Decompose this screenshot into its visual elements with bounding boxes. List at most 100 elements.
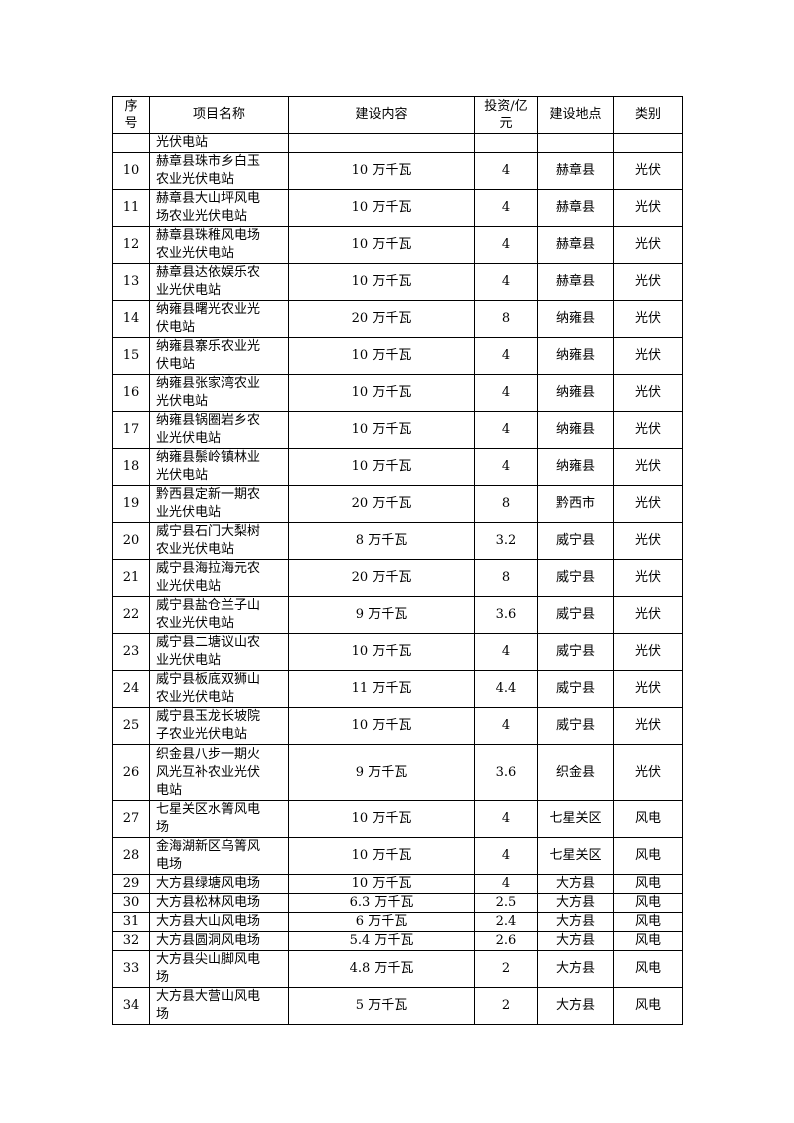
cell-name-text: 大方县松林风电场	[156, 895, 261, 910]
cell-no: 12	[112, 226, 150, 264]
table-row: 31 大方县大山风电场 6 万千瓦 2.4 大方县 风电	[112, 912, 683, 932]
cell-investment: 4	[474, 226, 538, 264]
cell-no: 15	[112, 337, 150, 375]
cell-location: 威宁县	[537, 670, 614, 708]
cell-location: 纳雍县	[537, 448, 614, 486]
cell-name: 光伏电站	[149, 133, 289, 153]
cell-location: 威宁县	[537, 559, 614, 597]
cell-no: 13	[112, 263, 150, 301]
cell-content: 10 万千瓦	[288, 411, 475, 449]
cell-type: 光伏	[613, 596, 683, 634]
cell-name-text: 威宁县石门大梨树农业光伏电站	[156, 524, 261, 557]
cell-type: 风电	[613, 874, 683, 894]
table-row: 11 赫章县大山坪风电场农业光伏电站 10 万千瓦 4 赫章县 光伏	[112, 189, 683, 227]
cell-type: 光伏	[613, 374, 683, 412]
header-no: 序号	[112, 96, 150, 134]
cell-name-text: 七星关区水箐风电场	[156, 802, 261, 835]
table-row: 23 威宁县二塘议山农业光伏电站 10 万千瓦 4 威宁县 光伏	[112, 633, 683, 671]
table-row: 15 纳雍县寨乐农业光伏电站 10 万千瓦 4 纳雍县 光伏	[112, 337, 683, 375]
cell-type: 光伏	[613, 337, 683, 375]
cell-name-text: 赫章县珠市乡白玉农业光伏电站	[156, 154, 261, 187]
cell-name-text: 纳雍县曙光农业光伏电站	[156, 302, 261, 335]
cell-name-text: 大方县大山风电场	[156, 914, 261, 929]
cell-investment: 4	[474, 874, 538, 894]
cell-content: 10 万千瓦	[288, 874, 475, 894]
cell-investment: 4	[474, 448, 538, 486]
cell-location: 大方县	[537, 950, 614, 988]
cell-content: 20 万千瓦	[288, 485, 475, 523]
cell-name: 纳雍县锅圈岩乡农业光伏电站	[149, 411, 289, 449]
cell-location: 大方县	[537, 912, 614, 932]
cell-name: 金海湖新区乌箐风电场	[149, 837, 289, 875]
cell-type: 光伏	[613, 744, 683, 801]
cell-location: 威宁县	[537, 596, 614, 634]
table-row: 30 大方县松林风电场 6.3 万千瓦 2.5 大方县 风电	[112, 893, 683, 913]
cell-content: 9 万千瓦	[288, 596, 475, 634]
cell-type: 光伏	[613, 300, 683, 338]
cell-content: 5 万千瓦	[288, 987, 475, 1025]
cell-no: 16	[112, 374, 150, 412]
table-row: 33 大方县尖山脚风电场 4.8 万千瓦 2 大方县 风电	[112, 950, 683, 988]
cell-location: 织金县	[537, 744, 614, 801]
table-row: 22 威宁县盐仓兰子山农业光伏电站 9 万千瓦 3.6 威宁县 光伏	[112, 596, 683, 634]
cell-type: 光伏	[613, 522, 683, 560]
cell-content: 5.4 万千瓦	[288, 931, 475, 951]
cell-no: 14	[112, 300, 150, 338]
cell-no: 22	[112, 596, 150, 634]
cell-content: 20 万千瓦	[288, 300, 475, 338]
cell-content: 10 万千瓦	[288, 152, 475, 190]
cell-content: 10 万千瓦	[288, 800, 475, 838]
cell-content: 10 万千瓦	[288, 226, 475, 264]
cell-name-text: 大方县尖山脚风电场	[156, 952, 261, 985]
project-table: 序号 项目名称 建设内容 投资/亿元 建设地点 类别 光伏电站 10 赫章县珠市乡…	[112, 96, 683, 1025]
cell-no: 31	[112, 912, 150, 932]
cell-location: 纳雍县	[537, 374, 614, 412]
cell-name: 织金县八步一期火风光互补农业光伏电站	[149, 744, 289, 801]
cell-name-text: 威宁县板底双狮山农业光伏电站	[156, 672, 261, 705]
cell-content: 10 万千瓦	[288, 337, 475, 375]
cell-content	[288, 133, 475, 153]
cell-no: 25	[112, 707, 150, 745]
cell-no: 33	[112, 950, 150, 988]
table-row: 17 纳雍县锅圈岩乡农业光伏电站 10 万千瓦 4 纳雍县 光伏	[112, 411, 683, 449]
cell-location: 黔西市	[537, 485, 614, 523]
cell-investment: 4	[474, 189, 538, 227]
cell-no: 26	[112, 744, 150, 801]
cell-no: 24	[112, 670, 150, 708]
table-row: 27 七星关区水箐风电场 10 万千瓦 4 七星关区 风电	[112, 800, 683, 838]
cell-name-text: 大方县绿塘风电场	[156, 876, 261, 891]
cell-name: 威宁县盐仓兰子山农业光伏电站	[149, 596, 289, 634]
cell-name-text: 赫章县珠稚风电场农业光伏电站	[156, 228, 261, 261]
cell-no: 23	[112, 633, 150, 671]
cell-name-text: 金海湖新区乌箐风电场	[156, 839, 261, 872]
cell-content: 11 万千瓦	[288, 670, 475, 708]
cell-no: 30	[112, 893, 150, 913]
cell-investment: 8	[474, 300, 538, 338]
cell-name-text: 纳雍县寨乐农业光伏电站	[156, 339, 261, 372]
table-header-row: 序号 项目名称 建设内容 投资/亿元 建设地点 类别	[112, 96, 683, 134]
cell-name: 大方县尖山脚风电场	[149, 950, 289, 988]
cell-type: 光伏	[613, 152, 683, 190]
cell-investment: 2.4	[474, 912, 538, 932]
cell-location: 赫章县	[537, 263, 614, 301]
cell-investment: 3.6	[474, 596, 538, 634]
cell-content: 10 万千瓦	[288, 707, 475, 745]
cell-name: 黔西县定新一期农业光伏电站	[149, 485, 289, 523]
cell-type: 光伏	[613, 707, 683, 745]
header-type: 类别	[613, 96, 683, 134]
cell-investment: 4	[474, 411, 538, 449]
cell-type: 风电	[613, 987, 683, 1025]
table-row: 14 纳雍县曙光农业光伏电站 20 万千瓦 8 纳雍县 光伏	[112, 300, 683, 338]
cell-content: 10 万千瓦	[288, 837, 475, 875]
cell-type: 风电	[613, 912, 683, 932]
cell-name: 纳雍县鬃岭镇林业光伏电站	[149, 448, 289, 486]
cell-name: 威宁县石门大梨树农业光伏电站	[149, 522, 289, 560]
cell-location: 纳雍县	[537, 337, 614, 375]
cell-no: 27	[112, 800, 150, 838]
cell-content: 10 万千瓦	[288, 189, 475, 227]
table-row: 28 金海湖新区乌箐风电场 10 万千瓦 4 七星关区 风电	[112, 837, 683, 875]
header-name: 项目名称	[149, 96, 289, 134]
cell-location: 赫章县	[537, 226, 614, 264]
cell-type: 光伏	[613, 226, 683, 264]
cell-investment: 2	[474, 950, 538, 988]
